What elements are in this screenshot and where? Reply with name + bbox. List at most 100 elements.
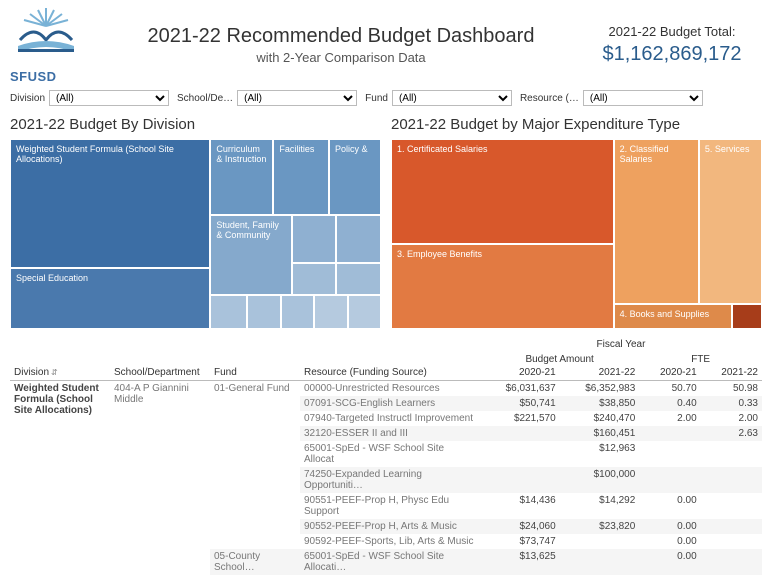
cell-resource: 74250-Expanded Learning Opportuniti… <box>300 467 480 493</box>
filter-select[interactable]: (All) <box>583 90 703 106</box>
cell-b20: $221,570 <box>480 411 560 426</box>
treemap-cell[interactable] <box>348 295 381 329</box>
cell-f20 <box>639 441 700 467</box>
treemap-cell[interactable]: 5. Services <box>699 139 762 304</box>
title-block: 2021-22 Recommended Budget Dashboard wit… <box>100 25 582 65</box>
treemap-cell[interactable]: Policy & <box>329 139 381 215</box>
cell-b20 <box>480 467 560 493</box>
treemap-cell[interactable] <box>292 263 337 295</box>
col-fund[interactable]: Fund <box>210 352 300 381</box>
filter-bar: Division(All)School/De…(All)Fund(All)Res… <box>0 88 772 112</box>
cell-b20: $24,060 <box>480 519 560 534</box>
budget-total-block: 2021-22 Budget Total: $1,162,869,172 <box>582 24 762 66</box>
sort-icon[interactable]: ⇵ <box>49 368 58 377</box>
treemap-cell[interactable]: 1. Certificated Salaries <box>391 139 614 244</box>
cell-b20: $13,625 <box>480 549 560 575</box>
col-school[interactable]: School/Department <box>110 352 210 381</box>
cell-resource: 00000-Unrestricted Resources <box>300 381 480 397</box>
cell-f20: 0.00 <box>639 493 700 519</box>
table-body: Weighted Student Formula (School Site Al… <box>10 381 762 576</box>
sfusd-logo-icon <box>10 6 82 66</box>
cell-b21: $240,470 <box>560 411 640 426</box>
cell-fund: 05-County School… <box>210 549 300 575</box>
treemap-cell[interactable] <box>732 304 762 329</box>
cell-b20 <box>480 426 560 441</box>
cell-division: Weighted Student Formula (School Site Al… <box>10 381 110 576</box>
filter-label: School/De… <box>177 93 233 104</box>
budget-total-label: 2021-22 Budget Total: <box>582 24 762 39</box>
chart-division: 2021-22 Budget By Division Weighted Stud… <box>10 116 381 329</box>
cell-f21 <box>701 519 762 534</box>
treemap-cell[interactable] <box>281 295 314 329</box>
chart-expenditure-title: 2021-22 Budget by Major Expenditure Type <box>391 116 762 133</box>
table-row[interactable]: Weighted Student Formula (School Site Al… <box>10 381 762 397</box>
treemap-cell[interactable]: 4. Books and Supplies <box>614 304 733 329</box>
cell-b21: $12,963 <box>560 441 640 467</box>
col-group-budget: Budget Amount <box>480 352 639 365</box>
cell-b21: $23,820 <box>560 519 640 534</box>
treemap-cell[interactable] <box>247 295 280 329</box>
treemap-cell[interactable] <box>210 295 247 329</box>
col-resource[interactable]: Resource (Funding Source) <box>300 352 480 381</box>
cell-b21: $38,850 <box>560 396 640 411</box>
cell-f20 <box>639 467 700 493</box>
cell-b21 <box>560 534 640 549</box>
cell-b21: $160,451 <box>560 426 640 441</box>
data-table-wrap: Fiscal Year Division⇵ School/Department … <box>0 335 772 585</box>
cell-f21: 50.98 <box>701 381 762 397</box>
treemap-cell[interactable] <box>336 263 381 295</box>
dashboard-header: SFUSD 2021-22 Recommended Budget Dashboa… <box>0 0 772 88</box>
filter-label: Fund <box>365 93 388 104</box>
cell-fund: 01-General Fund <box>210 381 300 550</box>
cell-b20: $6,031,637 <box>480 381 560 397</box>
cell-f21 <box>701 467 762 493</box>
cell-b20: $50,741 <box>480 396 560 411</box>
cell-b20: $14,436 <box>480 493 560 519</box>
filter-2: Fund (All) <box>365 90 512 106</box>
cell-b20 <box>480 441 560 467</box>
treemap-cell[interactable] <box>292 215 337 263</box>
cell-resource: 65001-SpEd - WSF School Site Allocati… <box>300 549 480 575</box>
treemap-cell[interactable]: Special Education <box>10 268 210 329</box>
treemap-cell[interactable]: Facilities <box>273 139 329 215</box>
treemap-cell[interactable]: Curriculum & Instruction <box>210 139 273 215</box>
cell-resource: 07091-SCG-English Learners <box>300 396 480 411</box>
filter-select[interactable]: (All) <box>392 90 512 106</box>
cell-f21 <box>701 534 762 549</box>
treemap-cell[interactable] <box>314 295 347 329</box>
treemap-cell[interactable] <box>336 215 381 263</box>
cell-b21: $14,292 <box>560 493 640 519</box>
col-division[interactable]: Division⇵ <box>10 352 110 381</box>
chart-expenditure: 2021-22 Budget by Major Expenditure Type… <box>391 116 762 329</box>
filter-3: Resource (…(All) <box>520 90 703 106</box>
treemap-expenditure[interactable]: 1. Certificated Salaries3. Employee Bene… <box>391 139 762 329</box>
chart-division-title: 2021-22 Budget By Division <box>10 116 381 133</box>
cell-b21: $100,000 <box>560 467 640 493</box>
cell-f20: 0.00 <box>639 519 700 534</box>
cell-f20: 50.70 <box>639 381 700 397</box>
filter-1: School/De… (All) <box>177 90 357 106</box>
cell-f20 <box>639 426 700 441</box>
col-f20[interactable]: 2020-21 <box>639 365 700 381</box>
treemap-cell[interactable]: Weighted Student Formula (School Site Al… <box>10 139 210 268</box>
treemap-cell[interactable]: 3. Employee Benefits <box>391 244 614 330</box>
cell-f21: 2.63 <box>701 426 762 441</box>
cell-f21 <box>701 441 762 467</box>
cell-resource: 65001-SpEd - WSF School Site Allocat <box>300 441 480 467</box>
logo-text: SFUSD <box>10 69 100 84</box>
filter-select[interactable]: (All) <box>49 90 169 106</box>
col-b20[interactable]: 2020-21 <box>480 365 560 381</box>
treemap-cell[interactable]: 2. Classified Salaries <box>614 139 699 304</box>
filter-0: Division(All) <box>10 90 169 106</box>
col-group-fte: FTE <box>639 352 762 365</box>
treemap-division[interactable]: Weighted Student Formula (School Site Al… <box>10 139 381 329</box>
col-b21[interactable]: 2021-22 <box>560 365 640 381</box>
cell-school: 404-A P Giannini Middle <box>110 381 210 576</box>
cell-f20: 0.00 <box>639 549 700 575</box>
logo-block: SFUSD <box>10 6 100 84</box>
filter-select[interactable]: (All) <box>237 90 357 106</box>
budget-total-value: $1,162,869,172 <box>582 43 762 66</box>
treemap-cell[interactable]: Student, Family & Community <box>210 215 292 295</box>
col-f21[interactable]: 2021-22 <box>701 365 762 381</box>
cell-f21 <box>701 493 762 519</box>
